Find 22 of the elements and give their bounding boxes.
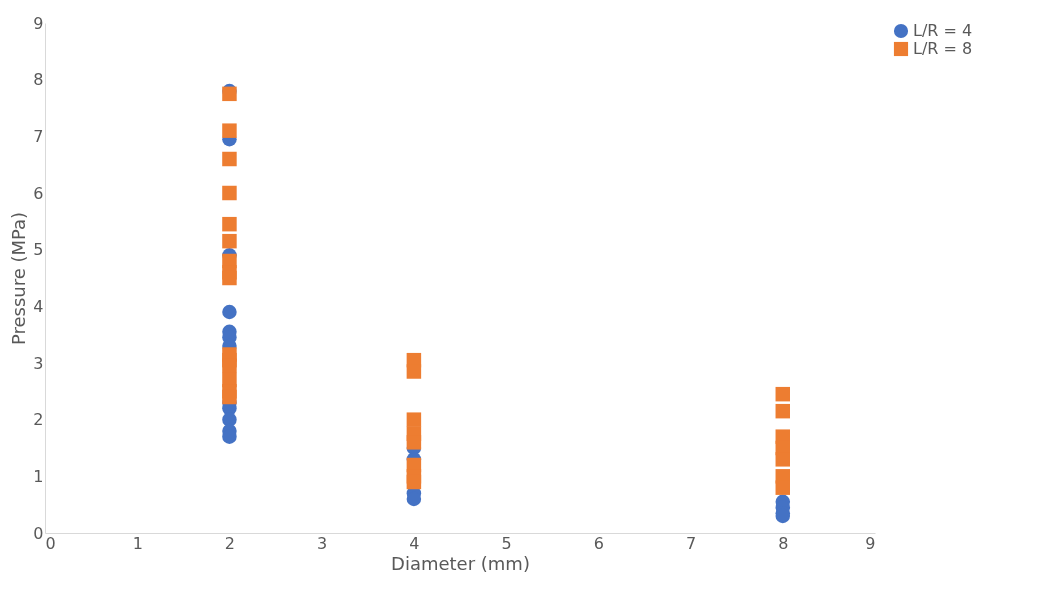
legend-label: L/R = 8 bbox=[913, 39, 973, 58]
x-tick-label: 1 bbox=[132, 533, 143, 553]
x-tick-label: 7 bbox=[685, 533, 697, 553]
y-axis-title: Pressure (MPa) bbox=[8, 211, 30, 346]
x-tick-label: 6 bbox=[593, 533, 604, 553]
y-tick-label: 2 bbox=[33, 410, 44, 430]
x-tick-label: 3 bbox=[317, 533, 328, 553]
y-tick-label: 4 bbox=[33, 296, 44, 316]
y-tick-label: 3 bbox=[33, 353, 44, 373]
legend-label: L/R = 4 bbox=[913, 21, 973, 40]
x-tick-label: 8 bbox=[778, 533, 789, 553]
x-tick-label: 5 bbox=[501, 533, 512, 553]
y-tick-label: 5 bbox=[33, 240, 44, 260]
x-tick-label: 4 bbox=[409, 533, 420, 553]
x-axis-title: Diameter (mm) bbox=[391, 552, 530, 574]
y-tick-label: 8 bbox=[33, 70, 44, 90]
x-tick-label: 2 bbox=[224, 533, 236, 553]
y-tick-label: 7 bbox=[33, 126, 44, 146]
y-tick-label: 6 bbox=[33, 183, 44, 203]
x-tick-label: 9 bbox=[865, 533, 876, 553]
y-tick-label: 9 bbox=[33, 13, 44, 33]
y-tick-label: 1 bbox=[33, 466, 44, 486]
